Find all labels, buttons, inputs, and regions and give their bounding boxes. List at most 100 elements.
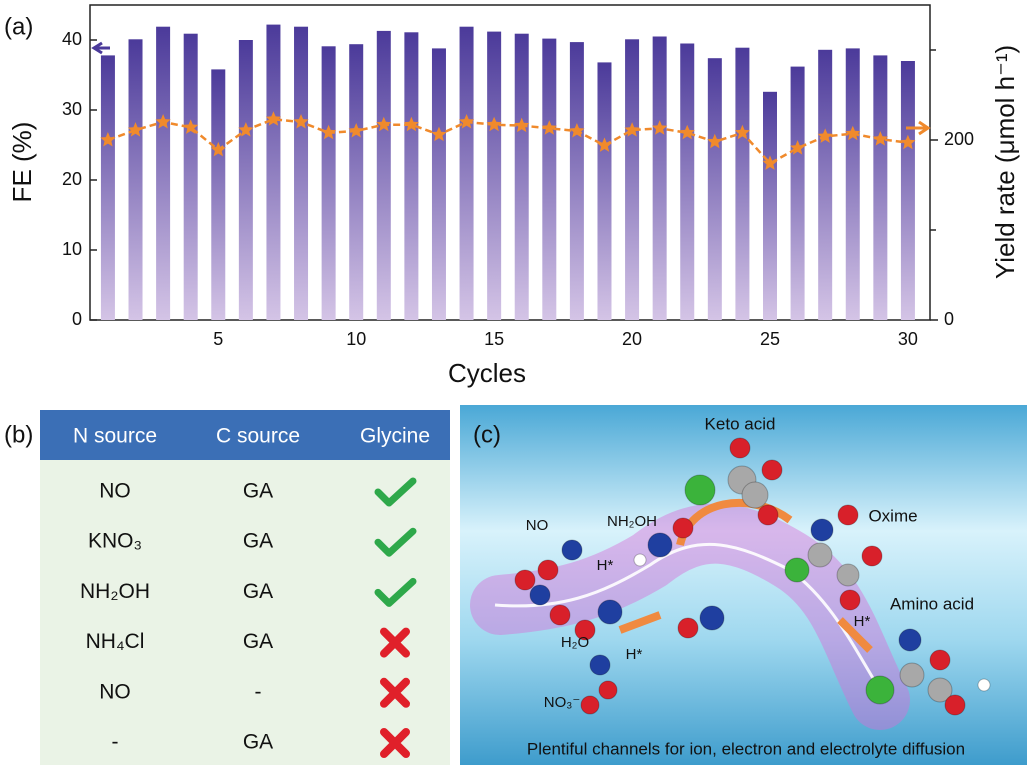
bar bbox=[707, 58, 722, 320]
bar bbox=[818, 49, 833, 321]
star-marker bbox=[900, 134, 916, 150]
table-header-cell: C source bbox=[216, 425, 300, 448]
x-tick-label: 10 bbox=[346, 329, 366, 349]
bar bbox=[321, 46, 336, 321]
table-cell: NH₄Cl bbox=[86, 630, 145, 653]
star-marker bbox=[762, 155, 778, 170]
atom bbox=[549, 604, 571, 626]
bar bbox=[625, 39, 640, 321]
illustration-label: Amino acid bbox=[890, 594, 974, 613]
y2-tick-label: 0 bbox=[944, 309, 954, 329]
table-body bbox=[40, 460, 450, 765]
star-marker bbox=[403, 116, 419, 132]
star-marker bbox=[569, 123, 585, 138]
star-marker bbox=[376, 116, 392, 132]
x-tick-label: 5 bbox=[213, 329, 223, 349]
table-cell: GA bbox=[243, 630, 273, 653]
atom bbox=[784, 557, 810, 583]
axis-arrow bbox=[906, 120, 931, 136]
bar bbox=[459, 26, 474, 320]
star-marker bbox=[431, 126, 447, 142]
atom bbox=[865, 675, 895, 705]
star-marker bbox=[872, 131, 888, 146]
table-cell: GA bbox=[243, 580, 273, 603]
table-cell: KNO₃ bbox=[88, 530, 142, 553]
bar bbox=[431, 48, 446, 321]
y-tick-label: 40 bbox=[62, 29, 82, 49]
illustration-label: H* bbox=[597, 557, 614, 574]
star-marker bbox=[541, 120, 557, 135]
plot-frame bbox=[89, 4, 931, 321]
bar bbox=[763, 91, 777, 320]
cross-stroke bbox=[380, 677, 410, 708]
atom bbox=[927, 677, 953, 703]
atom bbox=[741, 481, 769, 509]
x-tick-label: 25 bbox=[760, 329, 780, 349]
table-cell: NO bbox=[99, 480, 131, 503]
atom bbox=[729, 437, 751, 459]
table-cell: GA bbox=[243, 530, 273, 553]
star-marker bbox=[321, 124, 337, 140]
bar bbox=[514, 33, 529, 320]
atom bbox=[699, 605, 725, 631]
bar bbox=[487, 31, 502, 320]
atom bbox=[899, 662, 925, 688]
bar bbox=[735, 47, 750, 320]
star-marker bbox=[486, 116, 502, 132]
panel-label: (c) bbox=[473, 421, 501, 448]
atom bbox=[839, 589, 861, 611]
bar bbox=[900, 61, 915, 320]
table-header-cell: N source bbox=[73, 425, 157, 448]
atom bbox=[757, 504, 779, 526]
bar bbox=[128, 39, 143, 321]
bar bbox=[873, 55, 888, 321]
illustration-label: NH₂OH bbox=[607, 513, 657, 530]
cross-icon bbox=[380, 677, 410, 708]
atom bbox=[684, 474, 716, 506]
atom bbox=[898, 628, 922, 652]
illustration-label: NO bbox=[526, 517, 549, 534]
bar bbox=[569, 42, 584, 320]
bar bbox=[597, 62, 612, 321]
illustration-label: H* bbox=[854, 613, 871, 630]
axis-arrow bbox=[91, 41, 110, 55]
atom bbox=[807, 542, 833, 568]
y-tick-label: 10 bbox=[62, 239, 82, 259]
atom bbox=[837, 504, 859, 526]
star-marker bbox=[348, 123, 364, 138]
bar bbox=[183, 33, 198, 320]
illustration-label: H₂O bbox=[561, 634, 589, 651]
cross-stroke bbox=[380, 728, 410, 758]
atom bbox=[598, 680, 618, 700]
star-marker bbox=[183, 119, 199, 134]
atom bbox=[929, 649, 951, 671]
panel-label: (b) bbox=[4, 421, 33, 448]
flow-arrow bbox=[618, 611, 873, 653]
bar bbox=[238, 40, 253, 320]
bar bbox=[156, 26, 171, 320]
x-axis-title: Cycles bbox=[448, 358, 526, 388]
bar bbox=[680, 43, 695, 320]
y-tick-label: 0 bbox=[72, 309, 82, 329]
table-cell: NO bbox=[99, 680, 131, 703]
table-cell: - bbox=[112, 731, 119, 754]
y2-tick-label: 200 bbox=[944, 129, 974, 149]
y-axis-title: FE (%) bbox=[7, 122, 37, 203]
atom bbox=[580, 695, 600, 715]
cross-icon bbox=[380, 627, 410, 658]
illustration-label: NO₃⁻ bbox=[544, 694, 581, 711]
bar bbox=[404, 32, 419, 321]
atom bbox=[561, 539, 583, 561]
star-marker bbox=[652, 120, 668, 135]
x-tick-label: 15 bbox=[484, 329, 504, 349]
check-stroke bbox=[374, 477, 417, 507]
bar bbox=[294, 26, 309, 320]
table-cell: - bbox=[255, 680, 262, 703]
bar bbox=[652, 36, 667, 320]
check-stroke bbox=[374, 577, 417, 607]
atom bbox=[589, 654, 611, 676]
cross-stroke bbox=[380, 627, 410, 658]
atom bbox=[944, 694, 966, 716]
atom bbox=[514, 569, 536, 591]
atom bbox=[633, 553, 647, 567]
